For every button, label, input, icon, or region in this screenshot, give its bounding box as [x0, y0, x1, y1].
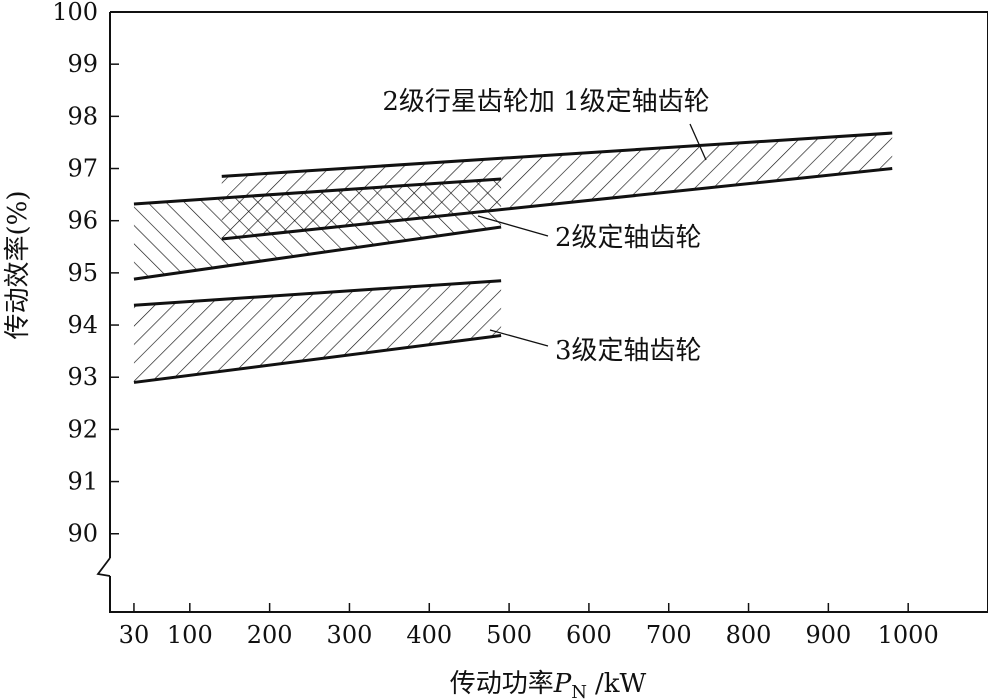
y-axis-break-mark	[96, 557, 111, 577]
y-tick-label: 96	[67, 207, 98, 235]
band-3-leader-line	[489, 329, 549, 347]
x-axis-label-subscript: N	[571, 682, 587, 700]
x-tick-label: 900	[805, 621, 851, 649]
y-axis-title: 传动效率(%)	[3, 191, 33, 340]
x-tick-label: 200	[247, 621, 293, 649]
plot-frame	[96, 11, 988, 613]
band-2-label: 2级定轴齿轮	[555, 223, 702, 253]
y-tick-label: 99	[67, 50, 98, 78]
x-tick-label: 800	[726, 621, 772, 649]
y-tick-label: 97	[67, 155, 98, 183]
y-tick-label: 95	[67, 259, 98, 287]
x-tick-label: 1000	[878, 621, 939, 649]
band-2-area	[133, 178, 502, 280]
y-tick-label: 91	[67, 468, 98, 496]
x-tick-label: 100	[167, 621, 213, 649]
x-tick-label: 600	[566, 621, 612, 649]
x-tick-label: 300	[327, 621, 373, 649]
data-bands	[133, 131, 893, 384]
band-3-area	[133, 280, 502, 383]
x-tick-label: 500	[486, 621, 532, 649]
svg-text:传动功率PN/kW: 传动功率PN/kW	[450, 669, 647, 700]
axis-ticks: 90 91 92 93 94 95 96 97 98 99 100 30 100 200 300 400 500…	[52, 0, 939, 649]
band-1-upper-line	[221, 131, 893, 178]
band-3-label: 3级定轴齿轮	[555, 336, 702, 366]
band-1-label: 2级行星齿轮加 1级定轴齿轮	[382, 87, 709, 117]
x-axis-label-symbol: P	[553, 669, 572, 699]
band-3	[133, 279, 502, 384]
band-3-lower-line	[133, 333, 502, 384]
y-tick-label: 92	[67, 415, 98, 443]
x-tick-label: 700	[646, 621, 692, 649]
band-2	[133, 177, 502, 281]
x-tick-label: 400	[406, 621, 452, 649]
band-1-leader-line	[689, 123, 707, 161]
band-2-leader-line	[477, 215, 549, 237]
y-tick-label: 100	[52, 0, 98, 26]
band-3-upper-line	[133, 279, 502, 307]
x-axis-label-main: 传动功率	[450, 669, 554, 699]
band-labels: 2级行星齿轮加 1级定轴齿轮 2级定轴齿轮 3级定轴齿轮	[382, 87, 709, 366]
y-tick-label: 98	[67, 102, 98, 130]
y-tick-label: 94	[67, 311, 98, 339]
x-axis-title: 传动功率PN/kW	[450, 669, 647, 700]
plot-border	[109, 11, 988, 613]
band-2-upper-line	[133, 177, 502, 206]
x-tick-label: 30	[119, 621, 150, 649]
y-tick-label: 93	[67, 363, 98, 391]
y-tick-label: 90	[67, 520, 98, 548]
x-axis-label-unit: /kW	[595, 669, 647, 699]
band-2-lower-line	[133, 225, 502, 281]
